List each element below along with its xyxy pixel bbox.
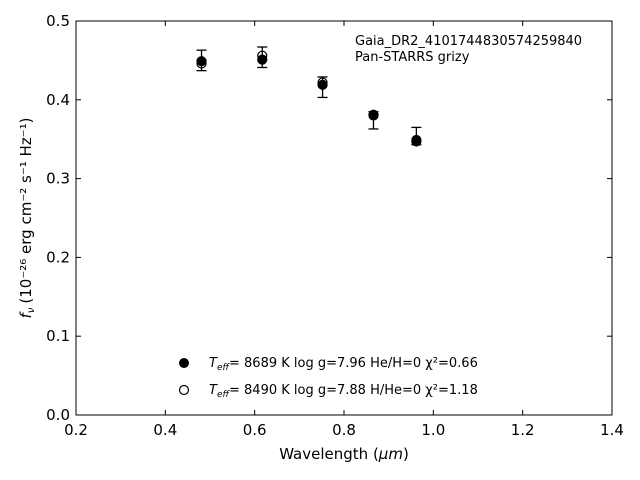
x-tick-label: 1.4 — [600, 421, 624, 439]
x-tick-label: 0.8 — [332, 421, 356, 439]
model-point-open — [257, 50, 268, 61]
y-tick-label: 0.0 — [46, 406, 70, 424]
model-point-open — [196, 58, 207, 69]
y-tick-label: 0.4 — [46, 91, 70, 109]
x-tick-label: 0.6 — [243, 421, 267, 439]
legend: Teff= 8689 K log g=7.96 He/H=0 χ²=0.66 T… — [178, 356, 478, 400]
data-marks — [196, 46, 422, 147]
model-point-open — [317, 77, 328, 88]
x-tick-label: 0.4 — [153, 421, 177, 439]
x-axis-label: Wavelength (μm) — [279, 445, 409, 463]
tick-group: 0.2 0.4 0.6 0.8 1.0 1.2 1.4 0.0 0.1 0.2 0.3 0.4 0.5 — [46, 12, 624, 439]
annotation-object-id: Gaia_DR2_4101744830574259840 — [355, 34, 582, 49]
legend-marker-open — [178, 384, 190, 396]
y-tick-label: 0.2 — [46, 248, 70, 266]
y-axis-label: fν(10⁻²⁶ erg cm⁻² s⁻¹ Hz⁻¹) — [17, 118, 37, 319]
y-tick-label: 0.1 — [46, 327, 70, 345]
x-tick-label: 1.0 — [421, 421, 445, 439]
x-tick-label: 1.2 — [511, 421, 535, 439]
x-tick-label: 0.2 — [64, 421, 88, 439]
legend-marker-filled — [179, 358, 189, 368]
y-tick-label: 0.3 — [46, 170, 70, 188]
legend-entry-2: Teff= 8490 K log g=7.88 H/He=0 χ²=1.18 — [209, 383, 478, 400]
annotation-survey: Pan-STARRS grizy — [355, 50, 470, 65]
legend-entry-1: Teff= 8689 K log g=7.96 He/H=0 χ²=0.66 — [209, 356, 478, 373]
model-point-open — [411, 136, 422, 147]
model-point-open — [368, 109, 379, 120]
y-tick-label: 0.5 — [46, 12, 70, 30]
